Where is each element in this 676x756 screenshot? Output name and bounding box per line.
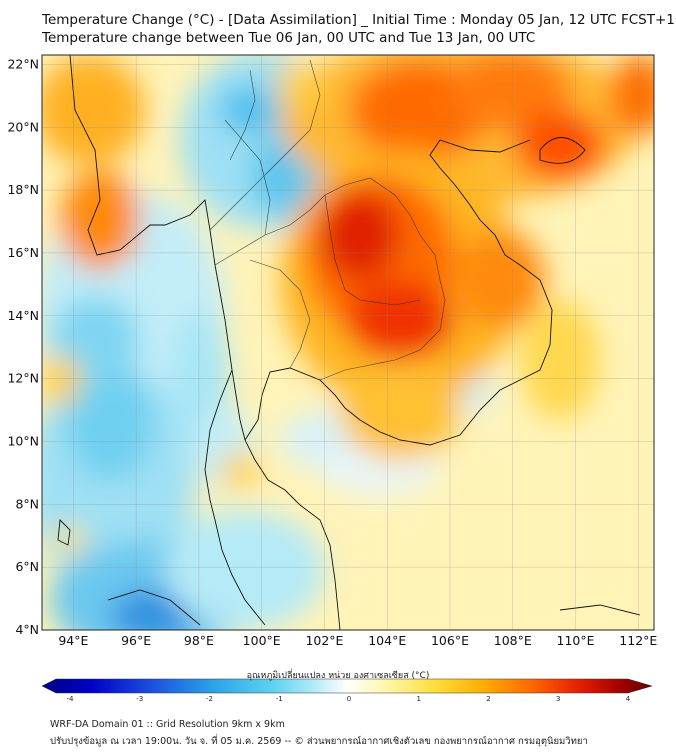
lat-label: 4°N	[15, 622, 39, 637]
colorbar-ticks: -4 -3 -2 -1 0 1 2 3 4	[67, 695, 631, 703]
colorbar-tick-label: -1	[276, 695, 283, 703]
temperature-field	[42, 55, 654, 630]
map-subtitle: Temperature change between Tue 06 Jan, 0…	[42, 30, 536, 46]
colorbar-tick-label: -2	[206, 695, 213, 703]
lon-label: 110°E	[557, 633, 595, 648]
footer-credit: ปรับปรุงข้อมูล ณ เวลา 19:00น. วัน จ. ที่…	[50, 736, 588, 747]
lon-label: 104°E	[368, 633, 406, 648]
lon-label: 102°E	[305, 633, 343, 648]
lat-label: 10°N	[7, 433, 39, 448]
colorbar-tick-label: 2	[486, 695, 490, 703]
lat-label: 14°N	[7, 308, 39, 323]
lon-label: 100°E	[243, 633, 281, 648]
lat-label: 8°N	[15, 496, 39, 511]
lat-label: 6°N	[15, 559, 39, 574]
graticule	[42, 55, 654, 631]
admin-borders	[209, 59, 446, 381]
lon-label: 94°E	[58, 633, 88, 648]
lon-label: 108°E	[494, 633, 532, 648]
map-frame	[41, 54, 655, 631]
colorbar-tick-label: 0	[347, 695, 351, 703]
lat-label: 18°N	[7, 182, 39, 197]
lat-label: 12°N	[7, 371, 39, 386]
lon-label: 112°E	[619, 633, 657, 648]
colorbar-tick-label: 3	[556, 695, 560, 703]
footer-model-info: WRF-DA Domain 01 :: Grid Resolution 9km …	[50, 719, 285, 730]
lon-label: 98°E	[184, 633, 214, 648]
lat-label: 22°N	[7, 56, 39, 71]
latitude-labels: 22°N 20°N 18°N 16°N 14°N 12°N 10°N 8°N 6°N 4°N	[7, 56, 39, 637]
colorbar-tick-label: 1	[417, 695, 421, 703]
lon-label: 96°E	[121, 633, 151, 648]
lat-label: 16°N	[7, 245, 39, 260]
colorbar	[41, 678, 653, 694]
colorbar-tick-label: 4	[626, 695, 631, 703]
colorbar-tick-label: -3	[136, 695, 143, 703]
lat-label: 20°N	[7, 119, 39, 134]
colorbar-label: อุณหภูมิเปลี่ยนแปลง หน่วย องศาเซลเซียส (…	[246, 671, 430, 681]
colorbar-tick-label: -4	[67, 695, 75, 703]
lon-label: 106°E	[431, 633, 469, 648]
longitude-labels: 94°E 96°E 98°E 100°E 102°E 104°E 106°E 108°E 110…	[58, 633, 657, 648]
map-title: Temperature Change (°C) - [Data Assimila…	[42, 12, 676, 28]
